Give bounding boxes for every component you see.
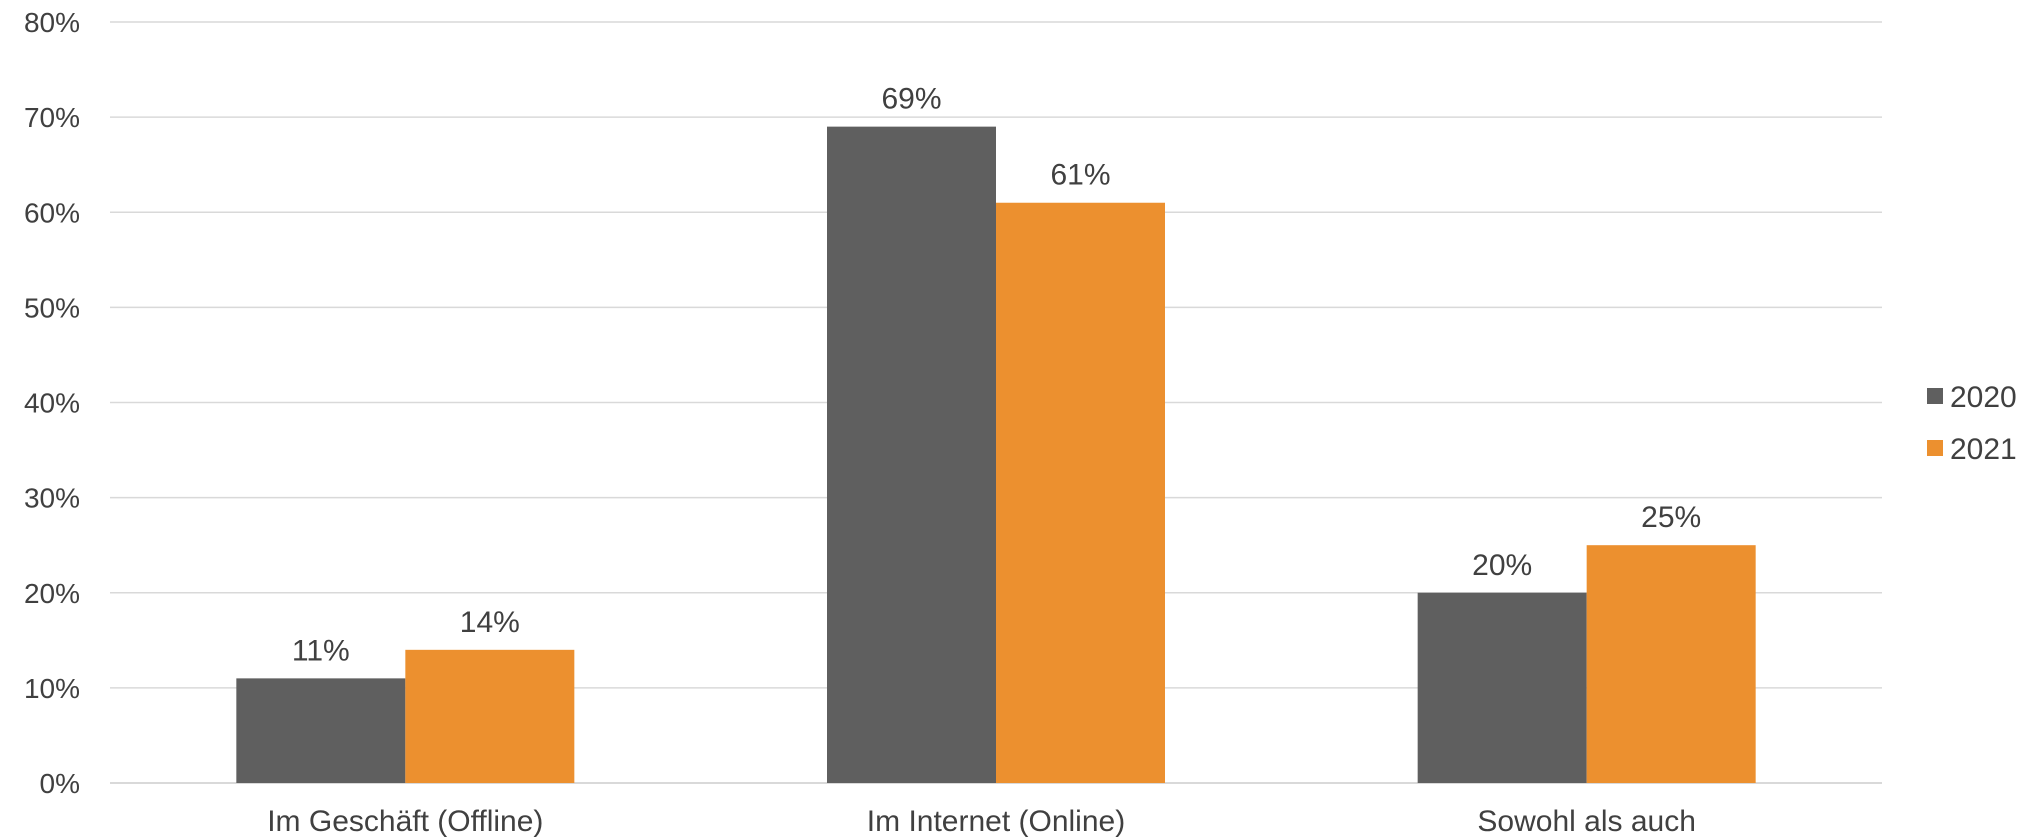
x-axis-categories: Im Geschäft (Offline) Im Internet (Online… (267, 805, 1696, 838)
legend-label: 2021 (1950, 433, 2017, 466)
bar-2020-1 (236, 678, 406, 783)
bar-2021-3 (1586, 545, 1756, 783)
y-tick-label: 30% (24, 483, 80, 514)
x-category-label: Sowohl als auch (1477, 805, 1695, 838)
y-tick-label: 20% (24, 578, 80, 609)
bars (236, 126, 1756, 784)
y-tick-label: 80% (24, 7, 80, 38)
bar-2021-1 (405, 649, 575, 783)
data-label: 69% (881, 83, 941, 116)
legend: 2020 2021 (1927, 381, 2017, 466)
data-label: 25% (1641, 501, 1701, 534)
data-label: 14% (460, 606, 520, 639)
y-tick-label: 60% (24, 197, 80, 228)
y-tick-label: 0% (40, 768, 80, 799)
y-tick-label: 70% (24, 102, 80, 133)
data-labels: 11% 14% 69% 61% 20% 25% (292, 83, 1701, 668)
bar-2020-3 (1417, 592, 1587, 783)
y-tick-label: 50% (24, 292, 80, 323)
y-tick-label: 10% (24, 673, 80, 704)
x-category-label: Im Internet (Online) (867, 805, 1125, 838)
data-label: 11% (292, 634, 350, 667)
y-tick-label: 40% (24, 388, 80, 419)
legend-label: 2020 (1950, 381, 2017, 414)
legend-swatch (1927, 388, 1943, 404)
data-label: 20% (1472, 549, 1532, 582)
x-category-label: Im Geschäft (Offline) (267, 805, 543, 838)
data-label: 61% (1050, 159, 1110, 192)
bar-2020-2 (827, 126, 996, 783)
legend-swatch (1927, 440, 1943, 456)
bar-2021-2 (996, 202, 1165, 784)
y-axis-ticks: 0% 10% 20% 30% 40% 50% 60% 70% 80% (24, 7, 80, 799)
